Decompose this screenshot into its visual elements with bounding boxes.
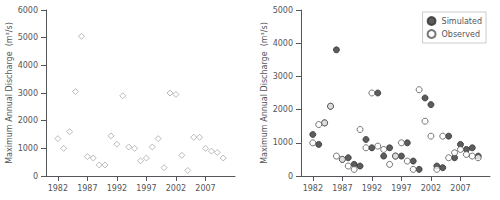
svg-text:Maximum Annual Discharge (m³/: Maximum Annual Discharge (m³/s) xyxy=(5,22,14,164)
svg-text:1982: 1982 xyxy=(48,184,68,193)
svg-text:2000: 2000 xyxy=(18,116,38,125)
svg-text:1982: 1982 xyxy=(303,184,323,193)
svg-text:5000: 5000 xyxy=(273,6,293,15)
svg-text:0: 0 xyxy=(33,172,38,181)
svg-text:5000: 5000 xyxy=(18,33,38,42)
svg-text:Maximum Annual Discharge (m³/: Maximum Annual Discharge (m³/s) xyxy=(260,22,269,164)
svg-text:2007: 2007 xyxy=(195,184,215,193)
svg-text:4000: 4000 xyxy=(18,61,38,70)
svg-text:0: 0 xyxy=(288,172,293,181)
svg-text:1000: 1000 xyxy=(18,144,38,153)
svg-text:Observed: Observed xyxy=(442,30,481,39)
svg-text:2002: 2002 xyxy=(166,184,186,193)
svg-text:2002: 2002 xyxy=(421,184,441,193)
svg-text:1987: 1987 xyxy=(77,184,97,193)
svg-text:3000: 3000 xyxy=(273,72,293,81)
svg-text:2000: 2000 xyxy=(273,105,293,114)
svg-text:1997: 1997 xyxy=(391,184,411,193)
svg-text:2007: 2007 xyxy=(450,184,470,193)
svg-text:3000: 3000 xyxy=(18,89,38,98)
svg-text:1000: 1000 xyxy=(273,138,293,147)
svg-text:1997: 1997 xyxy=(136,184,156,193)
svg-text:1987: 1987 xyxy=(332,184,352,193)
svg-text:6000: 6000 xyxy=(18,6,38,15)
svg-text:Simulated: Simulated xyxy=(442,17,482,26)
svg-text:1992: 1992 xyxy=(107,184,127,193)
svg-text:1992: 1992 xyxy=(362,184,382,193)
svg-text:4000: 4000 xyxy=(273,39,293,48)
